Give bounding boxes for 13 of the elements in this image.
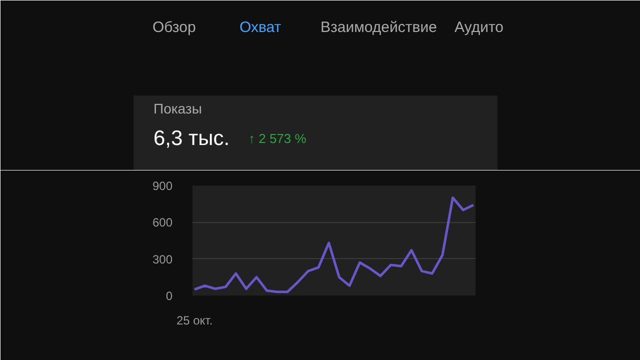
chart-title: Показы [154,100,202,116]
y-tick-label: 600 [152,216,173,230]
line-series [193,196,475,294]
x-tick-label: 25 окт. [176,314,213,328]
y-tick-label: 300 [152,252,173,266]
text: ↑ 2 573 % [248,131,307,146]
y-tick-label: 0 [166,289,173,303]
text: Охват [240,19,282,36]
text: Взаимодействие [320,19,437,36]
text: Аудито [454,19,504,36]
y-tick-label: 900 [152,179,173,193]
text: Обзор [152,19,196,36]
chart-subtitle: 6,3 тыс. [154,127,230,150]
